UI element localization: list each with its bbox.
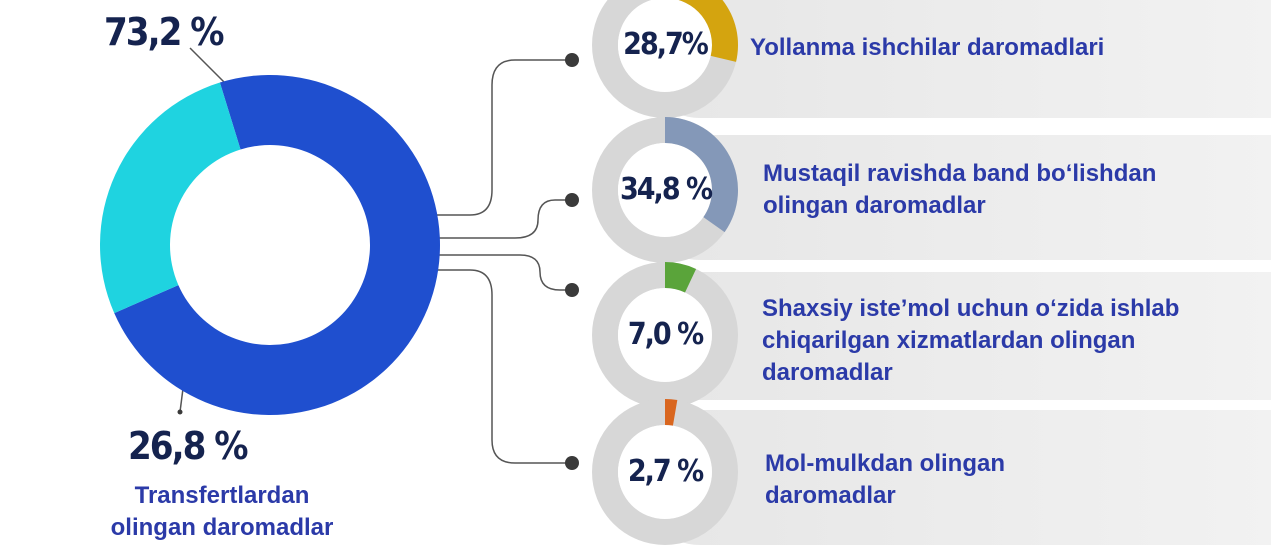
category-label: Mol-mulkdan olingan daromadlar <box>765 450 1005 509</box>
value-label: 28,7% <box>623 27 709 62</box>
ring-inner <box>618 143 712 237</box>
category-label: Shaxsiy iste’mol uchun o‘zida ishlab chi… <box>762 295 1180 386</box>
ring-segment <box>665 117 738 233</box>
value-label: 34,8 % <box>620 172 713 207</box>
pills <box>640 0 1271 545</box>
ring-inner <box>618 288 712 382</box>
donut-segment <box>99 82 241 314</box>
ring-segment <box>665 399 678 426</box>
value-label: 73,2 % <box>104 10 224 54</box>
category-label: Transfertlardan olingan daromadlar <box>110 482 334 541</box>
category-label: Mustaqil ravishda band bo‘lishdan olinga… <box>763 160 1157 219</box>
connectors <box>179 47 572 464</box>
value-label: 26,8 % <box>128 424 248 468</box>
category-label: Yollanma ishchilar daromadlari <box>750 34 1105 61</box>
ring-inner <box>618 0 712 92</box>
value-label: 2,7 % <box>627 454 704 489</box>
ring-segment <box>665 262 697 293</box>
dots <box>177 53 579 470</box>
ring-segment <box>678 0 738 62</box>
donut-segment <box>114 75 440 416</box>
ring-inner <box>618 425 712 519</box>
value-label: 7,0 % <box>627 317 704 352</box>
